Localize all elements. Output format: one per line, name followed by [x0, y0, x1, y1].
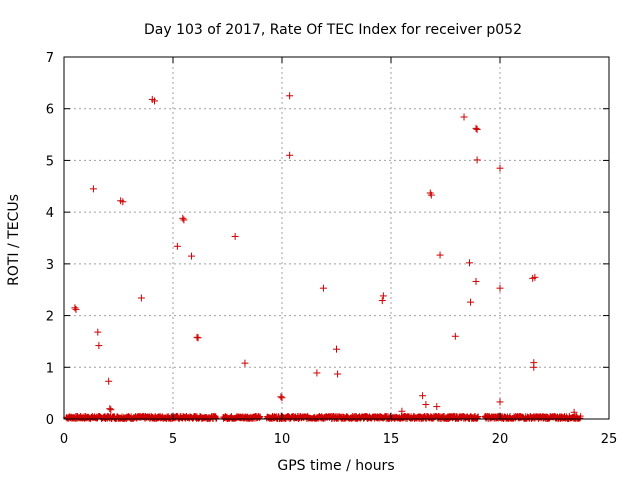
- x-axis-label: GPS time / hours: [277, 458, 394, 474]
- data-point: [180, 216, 188, 224]
- data-point: [277, 393, 285, 401]
- data-point: [496, 284, 504, 292]
- x-tick-label: 25: [601, 432, 618, 447]
- data-point: [107, 406, 115, 414]
- data-point: [179, 214, 187, 222]
- data-point: [433, 403, 441, 411]
- data-point: [106, 405, 114, 413]
- baseline-points: [263, 412, 482, 422]
- x-tick-label: 5: [169, 432, 177, 447]
- data-point: [451, 332, 459, 340]
- y-axis-label: ROTI / TECUs: [6, 194, 22, 286]
- data-point: [95, 342, 103, 350]
- chart-title: Day 103 of 2017, Rate Of TEC Index for r…: [144, 22, 522, 38]
- data-point: [467, 298, 475, 306]
- data-point: [570, 408, 578, 416]
- y-tick-label: 5: [46, 154, 54, 169]
- y-tick-label: 3: [46, 258, 54, 273]
- data-point: [188, 252, 196, 260]
- data-point: [496, 398, 504, 406]
- data-point: [398, 407, 406, 415]
- data-point: [472, 277, 480, 285]
- plot-frame: [63, 56, 610, 420]
- y-tick-label: 4: [46, 206, 54, 221]
- data-point: [496, 164, 504, 172]
- data-point: [419, 392, 427, 400]
- x-tick-label: 10: [274, 432, 291, 447]
- baseline-points: [220, 413, 264, 422]
- data-point: [530, 363, 538, 371]
- data-point: [89, 185, 97, 193]
- data-point: [278, 394, 286, 402]
- data-point: [105, 377, 113, 385]
- data-point: [71, 304, 79, 312]
- grid-lines: [64, 57, 609, 419]
- y-tick-label: 2: [46, 310, 54, 325]
- data-point: [286, 151, 294, 159]
- baseline-points: [481, 412, 584, 422]
- data-point: [422, 401, 430, 409]
- y-tick-label: 0: [46, 413, 54, 428]
- x-tick-label: 0: [60, 432, 68, 447]
- data-point: [334, 370, 342, 378]
- x-tick-label: 15: [383, 432, 400, 447]
- data-point: [72, 305, 80, 313]
- y-tick-label: 7: [46, 51, 54, 66]
- y-tick-label: 6: [46, 103, 54, 118]
- data-point: [531, 273, 539, 281]
- data-point: [427, 191, 435, 199]
- x-tick-label: 20: [492, 432, 509, 447]
- baseline-points: [63, 412, 220, 422]
- data-point: [472, 124, 480, 132]
- data-point: [473, 125, 481, 133]
- data-point: [473, 156, 481, 164]
- data-point: [313, 369, 321, 377]
- data-point: [241, 359, 249, 367]
- data-point: [460, 113, 468, 121]
- axis-ticks: 0 5 10 15 20 25 0 1 2 3 4 5 6 7: [46, 51, 618, 447]
- data-point: [319, 284, 327, 292]
- data-point: [286, 92, 294, 100]
- data-points: [63, 92, 584, 422]
- data-point: [150, 97, 158, 105]
- data-point: [436, 251, 444, 259]
- data-point: [231, 232, 239, 240]
- data-point: [379, 292, 387, 300]
- data-point: [94, 328, 102, 336]
- data-point: [465, 259, 473, 267]
- y-tick-label: 1: [46, 361, 54, 376]
- data-point: [194, 334, 202, 342]
- data-point: [137, 294, 145, 302]
- data-point: [173, 242, 181, 250]
- data-point: [193, 333, 201, 341]
- data-point: [333, 345, 340, 353]
- data-point: [378, 297, 386, 305]
- data-point: [119, 198, 127, 206]
